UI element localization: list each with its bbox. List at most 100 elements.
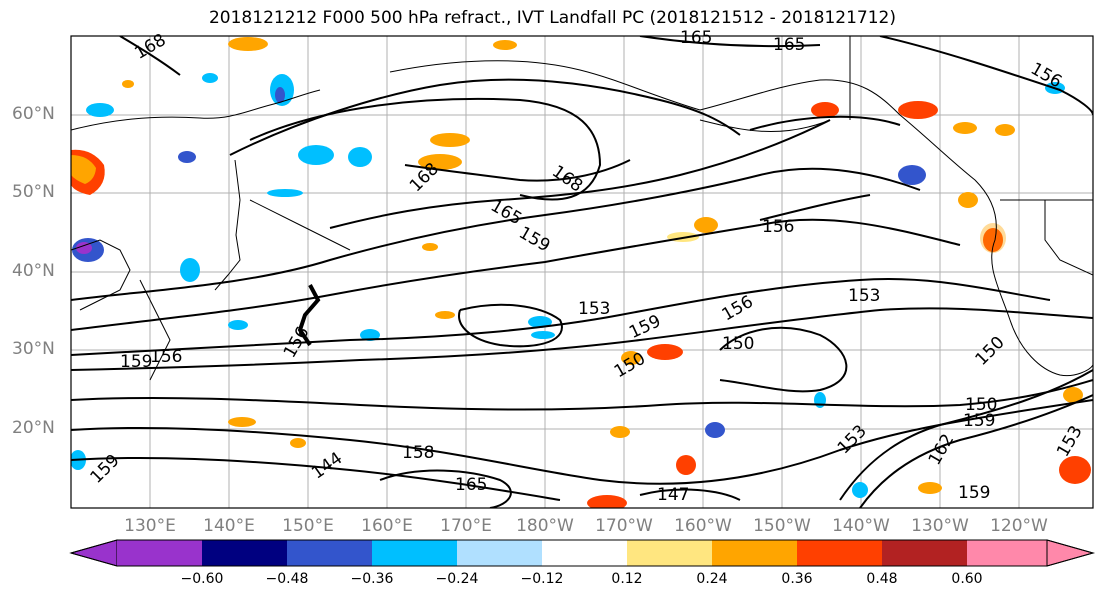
contour-line <box>859 394 1093 508</box>
shading-patch <box>267 189 303 197</box>
colorbar-segment <box>287 540 372 566</box>
contour-label: 153 <box>1053 422 1087 460</box>
contour-line <box>749 115 901 131</box>
shading-patch <box>953 122 977 134</box>
contour-label: 153 <box>848 286 880 306</box>
colorbar-segment <box>542 540 627 566</box>
shading-patch <box>290 438 306 448</box>
contour-line <box>839 369 1093 501</box>
lon-label: 170°W <box>595 516 653 536</box>
shading-patch <box>275 87 285 103</box>
shading-patch <box>705 422 725 438</box>
shading-patch <box>228 37 268 51</box>
contour-label: 150 <box>722 334 754 354</box>
shading-patch <box>694 217 718 233</box>
lon-label: 120°W <box>990 516 1048 536</box>
contour-line <box>229 78 741 156</box>
refractivity-contours <box>71 36 1093 508</box>
shading-patch <box>898 101 938 119</box>
contour-label: 162 <box>925 431 959 469</box>
shading-patch <box>1059 456 1091 484</box>
contour-label: 168 <box>548 162 586 197</box>
coastline <box>71 89 321 131</box>
shading-patch <box>493 40 517 50</box>
shading-patch <box>360 329 380 341</box>
contour-label: 156 <box>762 217 794 237</box>
shading-patch <box>647 344 683 360</box>
contour-line <box>71 307 1093 371</box>
shading-patch <box>587 495 627 508</box>
colorbar-tick-label: 0.24 <box>696 571 728 587</box>
contour-line <box>249 97 602 201</box>
lon-label: 150°E <box>282 516 334 536</box>
shading-patch <box>852 482 868 498</box>
colorbar-tick-label: 0.48 <box>866 571 898 587</box>
colorbar-segment <box>882 540 967 566</box>
contour-label: 158 <box>402 443 434 463</box>
coastline <box>214 159 241 291</box>
colorbar-tick-label: −0.12 <box>520 571 564 587</box>
contour-label: 165 <box>680 28 712 48</box>
contour-label: 159 <box>87 451 124 488</box>
shading-patch <box>610 426 630 438</box>
shading-patch <box>122 80 134 88</box>
shading-patch <box>71 155 96 184</box>
shading-patch <box>918 482 942 494</box>
shading-patch <box>995 124 1015 136</box>
colorbar-tick-label: −0.24 <box>435 571 479 587</box>
colorbar-tick-label: −0.36 <box>350 571 394 587</box>
contour-label: 150 <box>611 349 649 383</box>
colorbar-segment <box>457 540 542 566</box>
contour-label: 150 <box>965 395 997 415</box>
contour-label: 144 <box>308 448 346 483</box>
coastlines <box>71 36 1093 381</box>
shading-patch <box>898 165 926 185</box>
contour-line <box>639 488 741 501</box>
contour-label: 159 <box>963 411 995 431</box>
shading-patch <box>676 455 696 475</box>
coastline <box>249 199 351 251</box>
contour-line <box>759 194 871 221</box>
contour-line <box>71 457 561 501</box>
colorbar-tick-label: 0.60 <box>951 571 983 587</box>
shading-patch <box>531 331 555 339</box>
shading-patch <box>528 316 552 328</box>
colorbar-segment <box>372 540 457 566</box>
colorbar-segment <box>627 540 712 566</box>
colorbar-tick-label: −0.60 <box>180 571 224 587</box>
shading-patch <box>228 417 256 427</box>
shading-patch <box>958 192 978 208</box>
contour-label: 159 <box>958 483 990 503</box>
contour-line <box>297 284 321 347</box>
coastline <box>71 239 131 311</box>
shading-patch <box>811 102 839 118</box>
shading-patch <box>418 154 462 170</box>
contour-label: 150 <box>972 333 1009 370</box>
shading-patch <box>348 147 372 167</box>
contour-line <box>71 379 1093 411</box>
lon-label: 140°W <box>832 516 890 536</box>
shading-patch <box>86 103 114 117</box>
shading-patch <box>435 311 455 319</box>
shading-patch <box>1063 387 1083 403</box>
shading-patch <box>298 145 334 165</box>
lon-label: 130°W <box>911 516 969 536</box>
contour-line <box>879 36 1093 116</box>
contour-line <box>404 159 631 182</box>
colorbar-tick-label: 0.12 <box>611 571 643 587</box>
colorbar-outline <box>70 539 1095 567</box>
contour-line <box>379 469 512 508</box>
lon-label: 170°E <box>440 516 492 536</box>
shading-patch <box>980 223 1006 253</box>
coastline <box>1044 200 1093 276</box>
lat-label: 30°N <box>12 339 55 359</box>
contour-line <box>719 326 848 393</box>
colorbar-tick-label: 0.36 <box>781 571 813 587</box>
lat-label: 20°N <box>12 418 55 438</box>
shading-patch <box>178 151 196 163</box>
lat-label: 40°N <box>12 261 55 281</box>
contour-line <box>71 218 961 331</box>
shading-patch <box>621 351 641 365</box>
contour-label: 165 <box>455 475 487 495</box>
contour-label: 159 <box>515 223 553 257</box>
